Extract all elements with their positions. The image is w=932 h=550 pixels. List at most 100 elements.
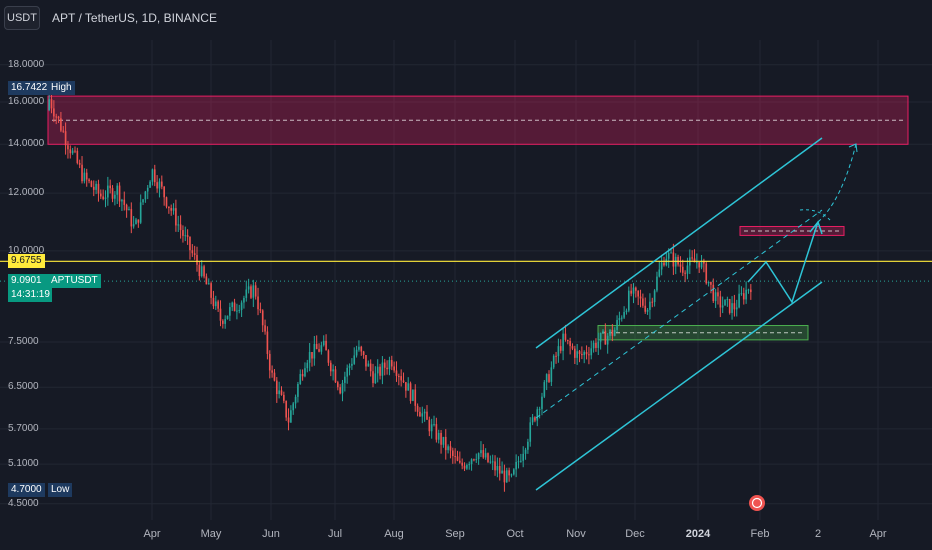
candle-body xyxy=(196,254,198,265)
candle-body xyxy=(508,470,510,476)
candle-body xyxy=(99,193,102,197)
candle-body xyxy=(491,461,494,463)
candle-body xyxy=(398,375,400,377)
candle-body xyxy=(146,187,149,192)
candle-body xyxy=(111,188,114,199)
time-tick-label: Sep xyxy=(445,528,465,540)
candle-body xyxy=(461,462,464,466)
candle-body xyxy=(233,302,236,312)
candle-body xyxy=(609,329,611,336)
candle-body xyxy=(536,409,539,421)
candle-body xyxy=(369,363,372,372)
candle-body xyxy=(660,262,663,270)
price-tick-label: 6.5000 xyxy=(8,381,39,393)
candle-body xyxy=(273,372,276,381)
candle-body xyxy=(388,360,391,370)
candle-body xyxy=(503,470,506,483)
candle-body xyxy=(62,130,65,132)
candle-body xyxy=(733,303,736,310)
candle-body xyxy=(48,99,50,111)
candle-body xyxy=(630,290,632,294)
candle-body xyxy=(156,182,158,189)
candle-body xyxy=(667,252,670,259)
low-price-tag: 4.7000 xyxy=(8,483,45,497)
candle-body xyxy=(639,296,642,299)
current-price-tag: 9.0901 xyxy=(8,274,52,289)
countdown-tag: 14:31:19 xyxy=(8,288,52,303)
candle-body xyxy=(231,302,234,308)
candle-body xyxy=(527,441,529,450)
target-zone xyxy=(739,225,845,236)
candle-body xyxy=(501,470,503,474)
candle-body xyxy=(731,303,733,313)
price-tick-label: 7.5000 xyxy=(8,335,39,347)
candle-body xyxy=(311,351,313,359)
candle-body xyxy=(529,422,532,442)
candle-body xyxy=(320,345,323,352)
candle-body xyxy=(348,365,351,368)
candle-body xyxy=(224,319,226,324)
price-tick-label: 5.1000 xyxy=(8,458,39,470)
candle-body xyxy=(515,461,517,470)
candle-body xyxy=(179,224,182,231)
candle-body xyxy=(78,162,81,165)
candle-body xyxy=(264,325,266,332)
candle-body xyxy=(222,320,224,324)
time-tick-label: 2 xyxy=(814,528,822,540)
candle-body xyxy=(658,269,661,277)
candle-body xyxy=(121,199,123,202)
candle-body xyxy=(745,289,747,300)
candle-body xyxy=(400,376,402,381)
candle-body xyxy=(67,145,69,150)
candle-body xyxy=(351,363,353,366)
candle-body xyxy=(186,235,189,237)
candle-body xyxy=(705,263,708,284)
candle-body xyxy=(50,99,53,109)
candle-body xyxy=(238,309,241,311)
candle-body xyxy=(198,264,201,277)
candle-body xyxy=(484,453,487,458)
candle-body xyxy=(710,281,712,285)
candle-body xyxy=(53,108,55,117)
candle-body xyxy=(698,262,701,268)
projection-path xyxy=(747,221,819,304)
time-tick-label: 2024 xyxy=(685,528,711,540)
candle-body xyxy=(283,394,285,401)
candle-body xyxy=(677,256,679,265)
candle-body xyxy=(165,197,168,207)
candle-body xyxy=(437,432,440,440)
candle-body xyxy=(625,310,628,313)
candle-body xyxy=(505,470,508,483)
candle-body xyxy=(489,461,492,463)
candle-body xyxy=(69,149,72,154)
candle-body xyxy=(405,382,407,391)
candle-body xyxy=(226,315,229,320)
candle-body xyxy=(442,436,445,445)
time-tick-label: Apr xyxy=(869,528,887,540)
candle-body xyxy=(543,382,546,397)
candle-body xyxy=(175,208,177,226)
candle-body xyxy=(292,403,295,411)
channel-lower-line xyxy=(535,281,823,491)
candle-body xyxy=(651,301,654,303)
price-tick-label: 4.5000 xyxy=(8,497,39,509)
candle-body xyxy=(588,354,590,356)
candle-body xyxy=(719,296,722,308)
candle-body xyxy=(102,196,104,199)
candle-body xyxy=(531,417,534,423)
time-tick-label: Jun xyxy=(262,528,280,540)
candle-body xyxy=(229,307,231,316)
candle-body xyxy=(172,208,175,211)
candle-body xyxy=(301,374,304,377)
supply-zone xyxy=(47,95,909,145)
candle-body xyxy=(684,272,686,274)
candle-body xyxy=(381,362,384,376)
candle-body xyxy=(214,301,217,307)
currency-button[interactable]: USDT xyxy=(4,6,40,30)
candle-body xyxy=(430,424,433,432)
candle-body xyxy=(456,456,459,461)
channel-upper-line xyxy=(535,137,823,349)
candle-body xyxy=(571,346,574,349)
